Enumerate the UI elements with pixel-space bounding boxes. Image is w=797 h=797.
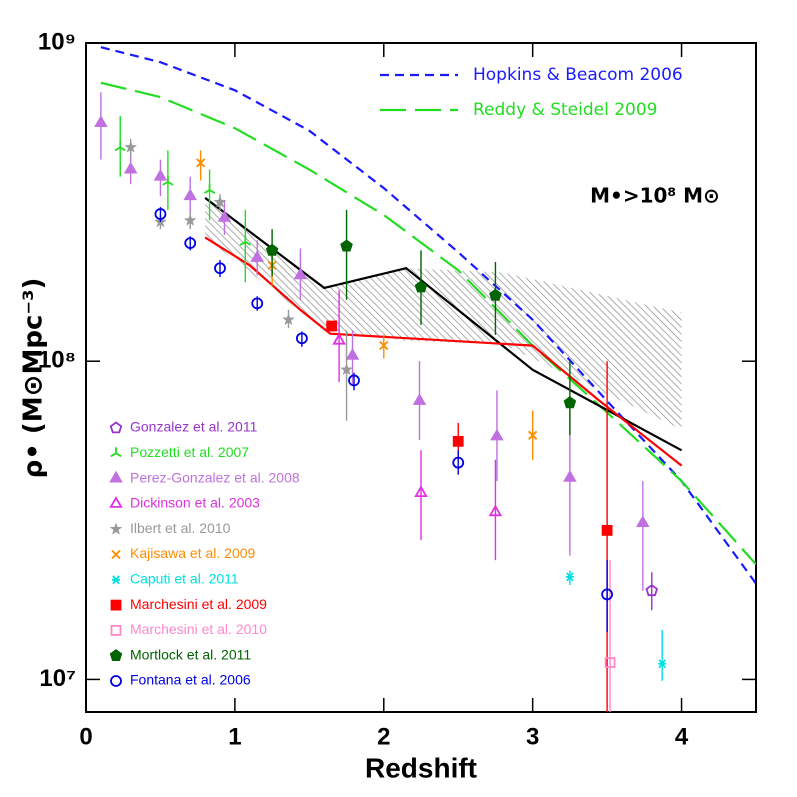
y-tick-label: 10⁹ bbox=[38, 28, 76, 55]
marker bbox=[94, 115, 108, 127]
marker bbox=[217, 210, 232, 222]
marker bbox=[114, 141, 126, 152]
marker bbox=[109, 470, 123, 483]
marker bbox=[295, 332, 308, 345]
line bbox=[204, 236, 683, 467]
legend-label: Caputi et al. 2011 bbox=[130, 571, 239, 587]
marker bbox=[214, 262, 226, 275]
marker bbox=[488, 504, 503, 517]
marker bbox=[379, 340, 389, 351]
marker bbox=[490, 428, 504, 441]
line bbox=[100, 46, 756, 585]
marker bbox=[414, 485, 428, 498]
marker bbox=[340, 239, 353, 252]
x-tick-label: 3 bbox=[526, 723, 539, 750]
marker bbox=[345, 348, 360, 360]
marker bbox=[162, 175, 174, 186]
marker bbox=[601, 588, 614, 601]
marker bbox=[340, 363, 354, 376]
marker bbox=[250, 250, 264, 262]
marker bbox=[109, 421, 123, 434]
legend-label: Ilbert et al. 2010 bbox=[130, 520, 231, 536]
marker bbox=[528, 430, 538, 440]
marker bbox=[109, 522, 123, 535]
legend-label: Kajisawa et al. 2009 bbox=[130, 545, 256, 561]
marker bbox=[326, 320, 338, 332]
marker bbox=[153, 168, 168, 181]
legend-label: Marchesini et al. 2009 bbox=[130, 596, 267, 612]
marker bbox=[196, 158, 206, 168]
marker bbox=[110, 599, 122, 611]
marker bbox=[645, 584, 659, 597]
marker bbox=[414, 280, 428, 293]
marker bbox=[123, 161, 138, 174]
x-tick-label: 0 bbox=[79, 723, 92, 750]
marker bbox=[239, 235, 251, 246]
marker bbox=[110, 675, 122, 687]
hatched-band bbox=[205, 197, 682, 430]
marker bbox=[452, 456, 465, 469]
marker bbox=[110, 625, 122, 636]
marker bbox=[563, 470, 577, 482]
y-tick-label: 10⁷ bbox=[39, 665, 76, 692]
marker bbox=[489, 288, 502, 301]
marker bbox=[112, 575, 120, 585]
line bbox=[100, 81, 756, 566]
legend-label: Dickinson et al. 2003 bbox=[130, 495, 260, 511]
marker bbox=[563, 396, 577, 409]
marker bbox=[282, 312, 295, 326]
plot-area bbox=[94, 46, 756, 712]
marker bbox=[251, 297, 264, 310]
marker bbox=[183, 213, 197, 226]
line bbox=[204, 197, 683, 452]
x-tick-label: 2 bbox=[377, 723, 390, 750]
marker bbox=[184, 237, 197, 250]
legend-label: Reddy & Steidel 2009 bbox=[473, 100, 658, 120]
marker bbox=[412, 393, 427, 405]
marker bbox=[293, 267, 308, 280]
legend-label: Hopkins & Beacom 2006 bbox=[473, 65, 683, 85]
marker bbox=[213, 195, 227, 208]
marker bbox=[183, 188, 197, 201]
marker bbox=[154, 208, 167, 220]
marker bbox=[111, 549, 121, 560]
marker bbox=[636, 515, 650, 527]
marker bbox=[203, 184, 216, 194]
legend-label: Fontana et al. 2006 bbox=[130, 672, 251, 688]
annotation: M•>10⁸ M⊙ bbox=[590, 184, 720, 208]
marker bbox=[265, 243, 279, 256]
y-tick-label: 10⁸ bbox=[38, 347, 76, 374]
marker bbox=[124, 140, 138, 153]
legend-label: Perez-Gonzalez et al. 2008 bbox=[130, 469, 300, 485]
legend-label: Mortlock et al. 2011 bbox=[130, 646, 251, 662]
marker bbox=[658, 659, 667, 669]
legend-label: Marchesini et al. 2010 bbox=[130, 621, 267, 637]
marker bbox=[601, 524, 613, 536]
x-tick-label: 4 bbox=[675, 723, 689, 750]
plot-frame bbox=[85, 42, 757, 713]
marker bbox=[109, 496, 123, 508]
marker bbox=[110, 447, 122, 458]
marker bbox=[332, 332, 346, 345]
x-axis-label: Redshift bbox=[365, 752, 477, 783]
marker bbox=[109, 649, 123, 661]
y-axis-label: ρ• (M⊙Mpc⁻³) bbox=[19, 278, 49, 479]
x-tick-label: 1 bbox=[228, 723, 241, 750]
legend-label: Gonzalez et al. 2011 bbox=[130, 419, 258, 435]
marker bbox=[604, 657, 616, 668]
marker bbox=[565, 572, 574, 582]
marker bbox=[348, 374, 360, 387]
legend-label: Pozzetti et al. 2007 bbox=[130, 444, 249, 460]
marker bbox=[452, 435, 464, 447]
